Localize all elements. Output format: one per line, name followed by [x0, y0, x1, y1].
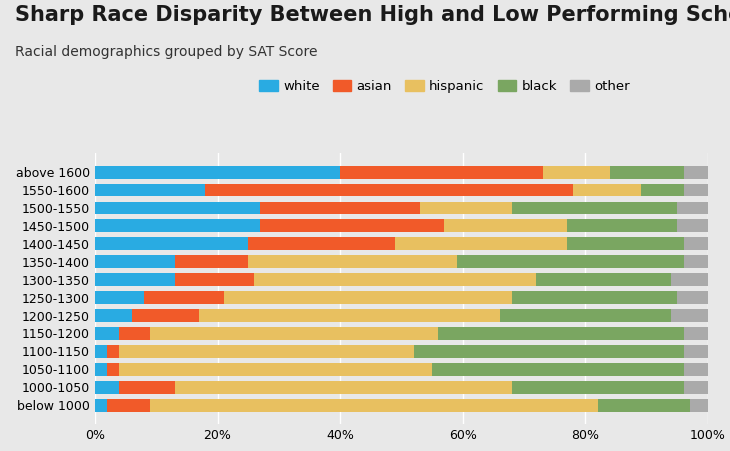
Bar [641, 184, 683, 197]
Bar [512, 291, 677, 304]
Bar [120, 381, 174, 394]
Bar [107, 345, 120, 358]
Bar [414, 345, 683, 358]
Bar [95, 291, 144, 304]
Bar [683, 184, 708, 197]
Bar [95, 220, 261, 232]
Text: Racial demographics grouped by SAT Score: Racial demographics grouped by SAT Score [15, 45, 317, 59]
Bar [107, 399, 150, 412]
Text: Sharp Race Disparity Between High and Low Performing Schools: Sharp Race Disparity Between High and Lo… [15, 5, 730, 24]
Bar [95, 237, 248, 250]
Bar [95, 255, 174, 268]
Bar [573, 184, 641, 197]
Bar [174, 273, 254, 286]
Bar [677, 291, 708, 304]
Bar [95, 345, 107, 358]
Bar [432, 363, 683, 376]
Bar [677, 202, 708, 214]
Bar [261, 220, 445, 232]
Bar [205, 184, 573, 197]
Bar [95, 309, 131, 322]
Bar [120, 345, 414, 358]
Bar [672, 273, 708, 286]
Legend: white, asian, hispanic, black, other: white, asian, hispanic, black, other [254, 74, 634, 98]
Bar [683, 166, 708, 179]
Bar [95, 399, 107, 412]
Bar [672, 309, 708, 322]
Bar [150, 399, 598, 412]
Bar [120, 363, 432, 376]
Bar [95, 273, 174, 286]
Bar [445, 220, 567, 232]
Bar [261, 202, 420, 214]
Bar [174, 255, 248, 268]
Bar [610, 166, 683, 179]
Bar [537, 273, 672, 286]
Bar [223, 291, 512, 304]
Bar [683, 327, 708, 340]
Bar [542, 166, 610, 179]
Bar [120, 327, 150, 340]
Bar [683, 381, 708, 394]
Bar [131, 309, 199, 322]
Bar [95, 381, 120, 394]
Bar [567, 220, 677, 232]
Bar [396, 237, 567, 250]
Bar [95, 327, 120, 340]
Bar [150, 327, 438, 340]
Bar [199, 309, 499, 322]
Bar [512, 381, 683, 394]
Bar [690, 399, 708, 412]
Bar [340, 166, 542, 179]
Bar [598, 399, 690, 412]
Bar [248, 237, 396, 250]
Bar [95, 363, 107, 376]
Bar [512, 202, 677, 214]
Bar [144, 291, 223, 304]
Bar [95, 184, 205, 197]
Bar [107, 363, 120, 376]
Bar [95, 202, 261, 214]
Bar [95, 166, 340, 179]
Bar [438, 327, 683, 340]
Bar [683, 237, 708, 250]
Bar [420, 202, 512, 214]
Bar [248, 255, 457, 268]
Bar [254, 273, 537, 286]
Bar [683, 255, 708, 268]
Bar [457, 255, 683, 268]
Bar [499, 309, 672, 322]
Bar [683, 345, 708, 358]
Bar [174, 381, 512, 394]
Bar [677, 220, 708, 232]
Bar [683, 363, 708, 376]
Bar [567, 237, 683, 250]
